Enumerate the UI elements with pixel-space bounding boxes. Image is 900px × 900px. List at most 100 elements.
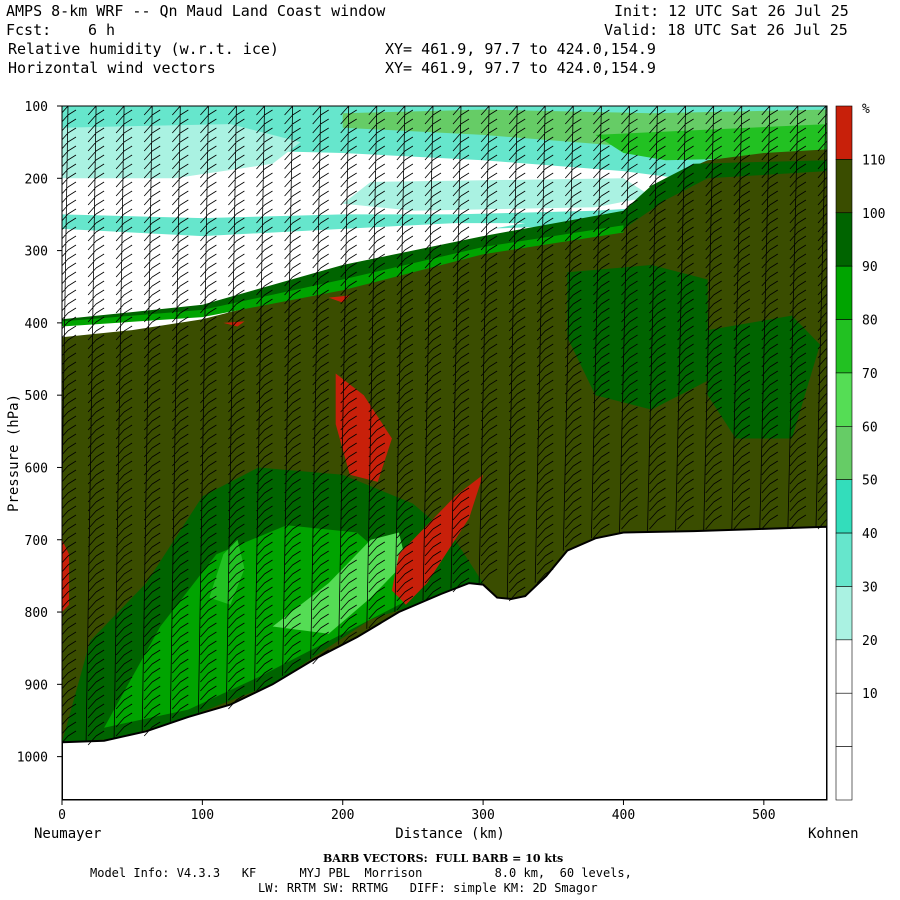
colorbar-label: 30 — [862, 580, 878, 595]
wind-barb-column — [787, 106, 807, 530]
colorbar-label: 110 — [862, 153, 885, 168]
colorbar-label: 40 — [862, 527, 878, 542]
y-tick-label: 700 — [25, 534, 48, 549]
rh-lower-80 — [209, 539, 245, 605]
colorbar-unit: % — [862, 102, 870, 117]
wind-barb-column — [394, 106, 414, 613]
wind-barb-column — [562, 106, 582, 551]
wind-barb-column — [422, 106, 442, 602]
wind-barb-column — [113, 106, 133, 738]
plot-frame — [61, 105, 828, 801]
colorbar-swatch — [835, 372, 853, 427]
y-tick-label: 800 — [25, 606, 48, 621]
rh-red-4 — [328, 295, 350, 303]
right-endpoint-label: Kohnen — [808, 826, 859, 842]
wind-barb-column — [85, 106, 105, 746]
colorbar-label: 100 — [862, 207, 885, 222]
x-tick-label: 100 — [191, 808, 214, 823]
wind-barb-column — [254, 106, 273, 692]
wind-barb-column — [647, 106, 666, 532]
colorbar-swatch — [835, 692, 853, 747]
y-tick-label: 300 — [25, 245, 48, 260]
init-time: Init: 12 UTC Sat 26 Jul 25 — [614, 2, 849, 20]
colorbar-label: 70 — [862, 367, 878, 382]
left-endpoint-label: Neumayer — [34, 826, 101, 842]
wind-barb-column — [169, 106, 189, 722]
field-rh: Relative humidity (w.r.t. ice) — [8, 40, 279, 58]
rh-red-1 — [335, 373, 392, 482]
colorbar-swatch — [835, 586, 853, 641]
colorbar-label: 90 — [862, 260, 878, 275]
colorbar-label: 20 — [862, 634, 878, 649]
colorbar-label: 50 — [862, 474, 878, 489]
wind-barb-column — [703, 106, 722, 531]
terrain — [62, 525, 827, 800]
wind-barb-column — [282, 106, 301, 676]
y-tick-label: 100 — [25, 100, 48, 115]
rh-red-5 — [223, 321, 245, 327]
y-tick-label: 600 — [25, 461, 48, 476]
y-tick-label: 200 — [25, 172, 48, 187]
rh-band-30 — [62, 124, 301, 179]
y-tick-label: 900 — [25, 678, 48, 693]
x-tick-label: 500 — [752, 808, 775, 823]
wind-barb-column — [226, 106, 245, 710]
valid-time: Valid: 18 UTC Sat 26 Jul 25 — [604, 21, 848, 39]
model-physics: LW: RRTM SW: RRTMG DIFF: simple KM: 2D S… — [258, 881, 598, 895]
chart-title: AMPS 8-km WRF -- Qn Maud Land Coast wind… — [6, 2, 386, 20]
colorbar-swatch — [835, 212, 853, 267]
colorbar-swatch — [835, 426, 853, 480]
wind-barb-column — [619, 106, 638, 533]
wind-barb-column — [310, 106, 329, 665]
wind-barb-column — [198, 106, 217, 713]
wind-barb-column — [534, 106, 554, 584]
rh-band-90 — [62, 225, 624, 327]
y-tick-label: 1000 — [17, 751, 48, 766]
model-info: Model Info: V4.3.3 KF MYJ PBL Morrison 8… — [90, 866, 632, 880]
y-tick-label: 400 — [25, 317, 48, 332]
wind-barb-column — [338, 106, 357, 647]
x-tick-label: 400 — [612, 808, 635, 823]
rh-lower-70 — [272, 532, 406, 634]
colorbar-swatch — [835, 159, 853, 214]
wind-barb-column — [478, 106, 498, 585]
rh-mid-100 — [567, 265, 708, 410]
wind-barb-column — [506, 106, 526, 602]
barb-note: BARB VECTORS: FULL BARB = 10 kts — [323, 852, 564, 865]
x-tick-label: 0 — [58, 808, 66, 823]
wind-barb-column — [759, 106, 779, 530]
field-wind: Horizontal wind vectors — [8, 59, 216, 77]
colorbar-swatch — [835, 319, 853, 374]
wind-barb-column — [366, 106, 386, 629]
colorbar-label: 60 — [862, 420, 878, 435]
wind-barb-column — [675, 106, 694, 532]
y-tick-label: 500 — [25, 389, 48, 404]
wind-barb-column — [591, 106, 610, 539]
wind-barb-column — [450, 106, 470, 593]
colorbar-swatch — [835, 265, 853, 320]
xy-line-2: XY= 461.9, 97.7 to 424.0,154.9 — [385, 59, 656, 77]
rh-red-3 — [62, 539, 69, 612]
wind-barb-column — [62, 106, 77, 744]
xy-line-1: XY= 461.9, 97.7 to 424.0,154.9 — [385, 40, 656, 58]
colorbar-swatch — [835, 639, 853, 694]
wind-barb-column — [141, 106, 161, 737]
x-tick-label: 300 — [471, 808, 494, 823]
wind-barb-column — [815, 106, 827, 530]
colorbar-label: 10 — [862, 687, 878, 702]
colorbar-swatch — [835, 479, 853, 534]
rh-red-2 — [391, 474, 484, 605]
x-axis-label: Distance (km) — [395, 826, 505, 842]
colorbar-label: 80 — [862, 314, 878, 329]
colorbar-swatch — [835, 532, 853, 587]
fcst-label: Fcst: — [6, 21, 52, 39]
colorbar-swatch — [835, 746, 853, 801]
x-tick-label: 200 — [331, 808, 354, 823]
fcst-value: 6 h — [88, 21, 116, 39]
y-axis-label: Pressure (hPa) — [6, 394, 22, 512]
rh-lower-90 — [104, 525, 413, 728]
colorbar-swatch — [835, 105, 853, 160]
plot-area — [62, 106, 827, 800]
wind-barb-column — [731, 106, 751, 530]
